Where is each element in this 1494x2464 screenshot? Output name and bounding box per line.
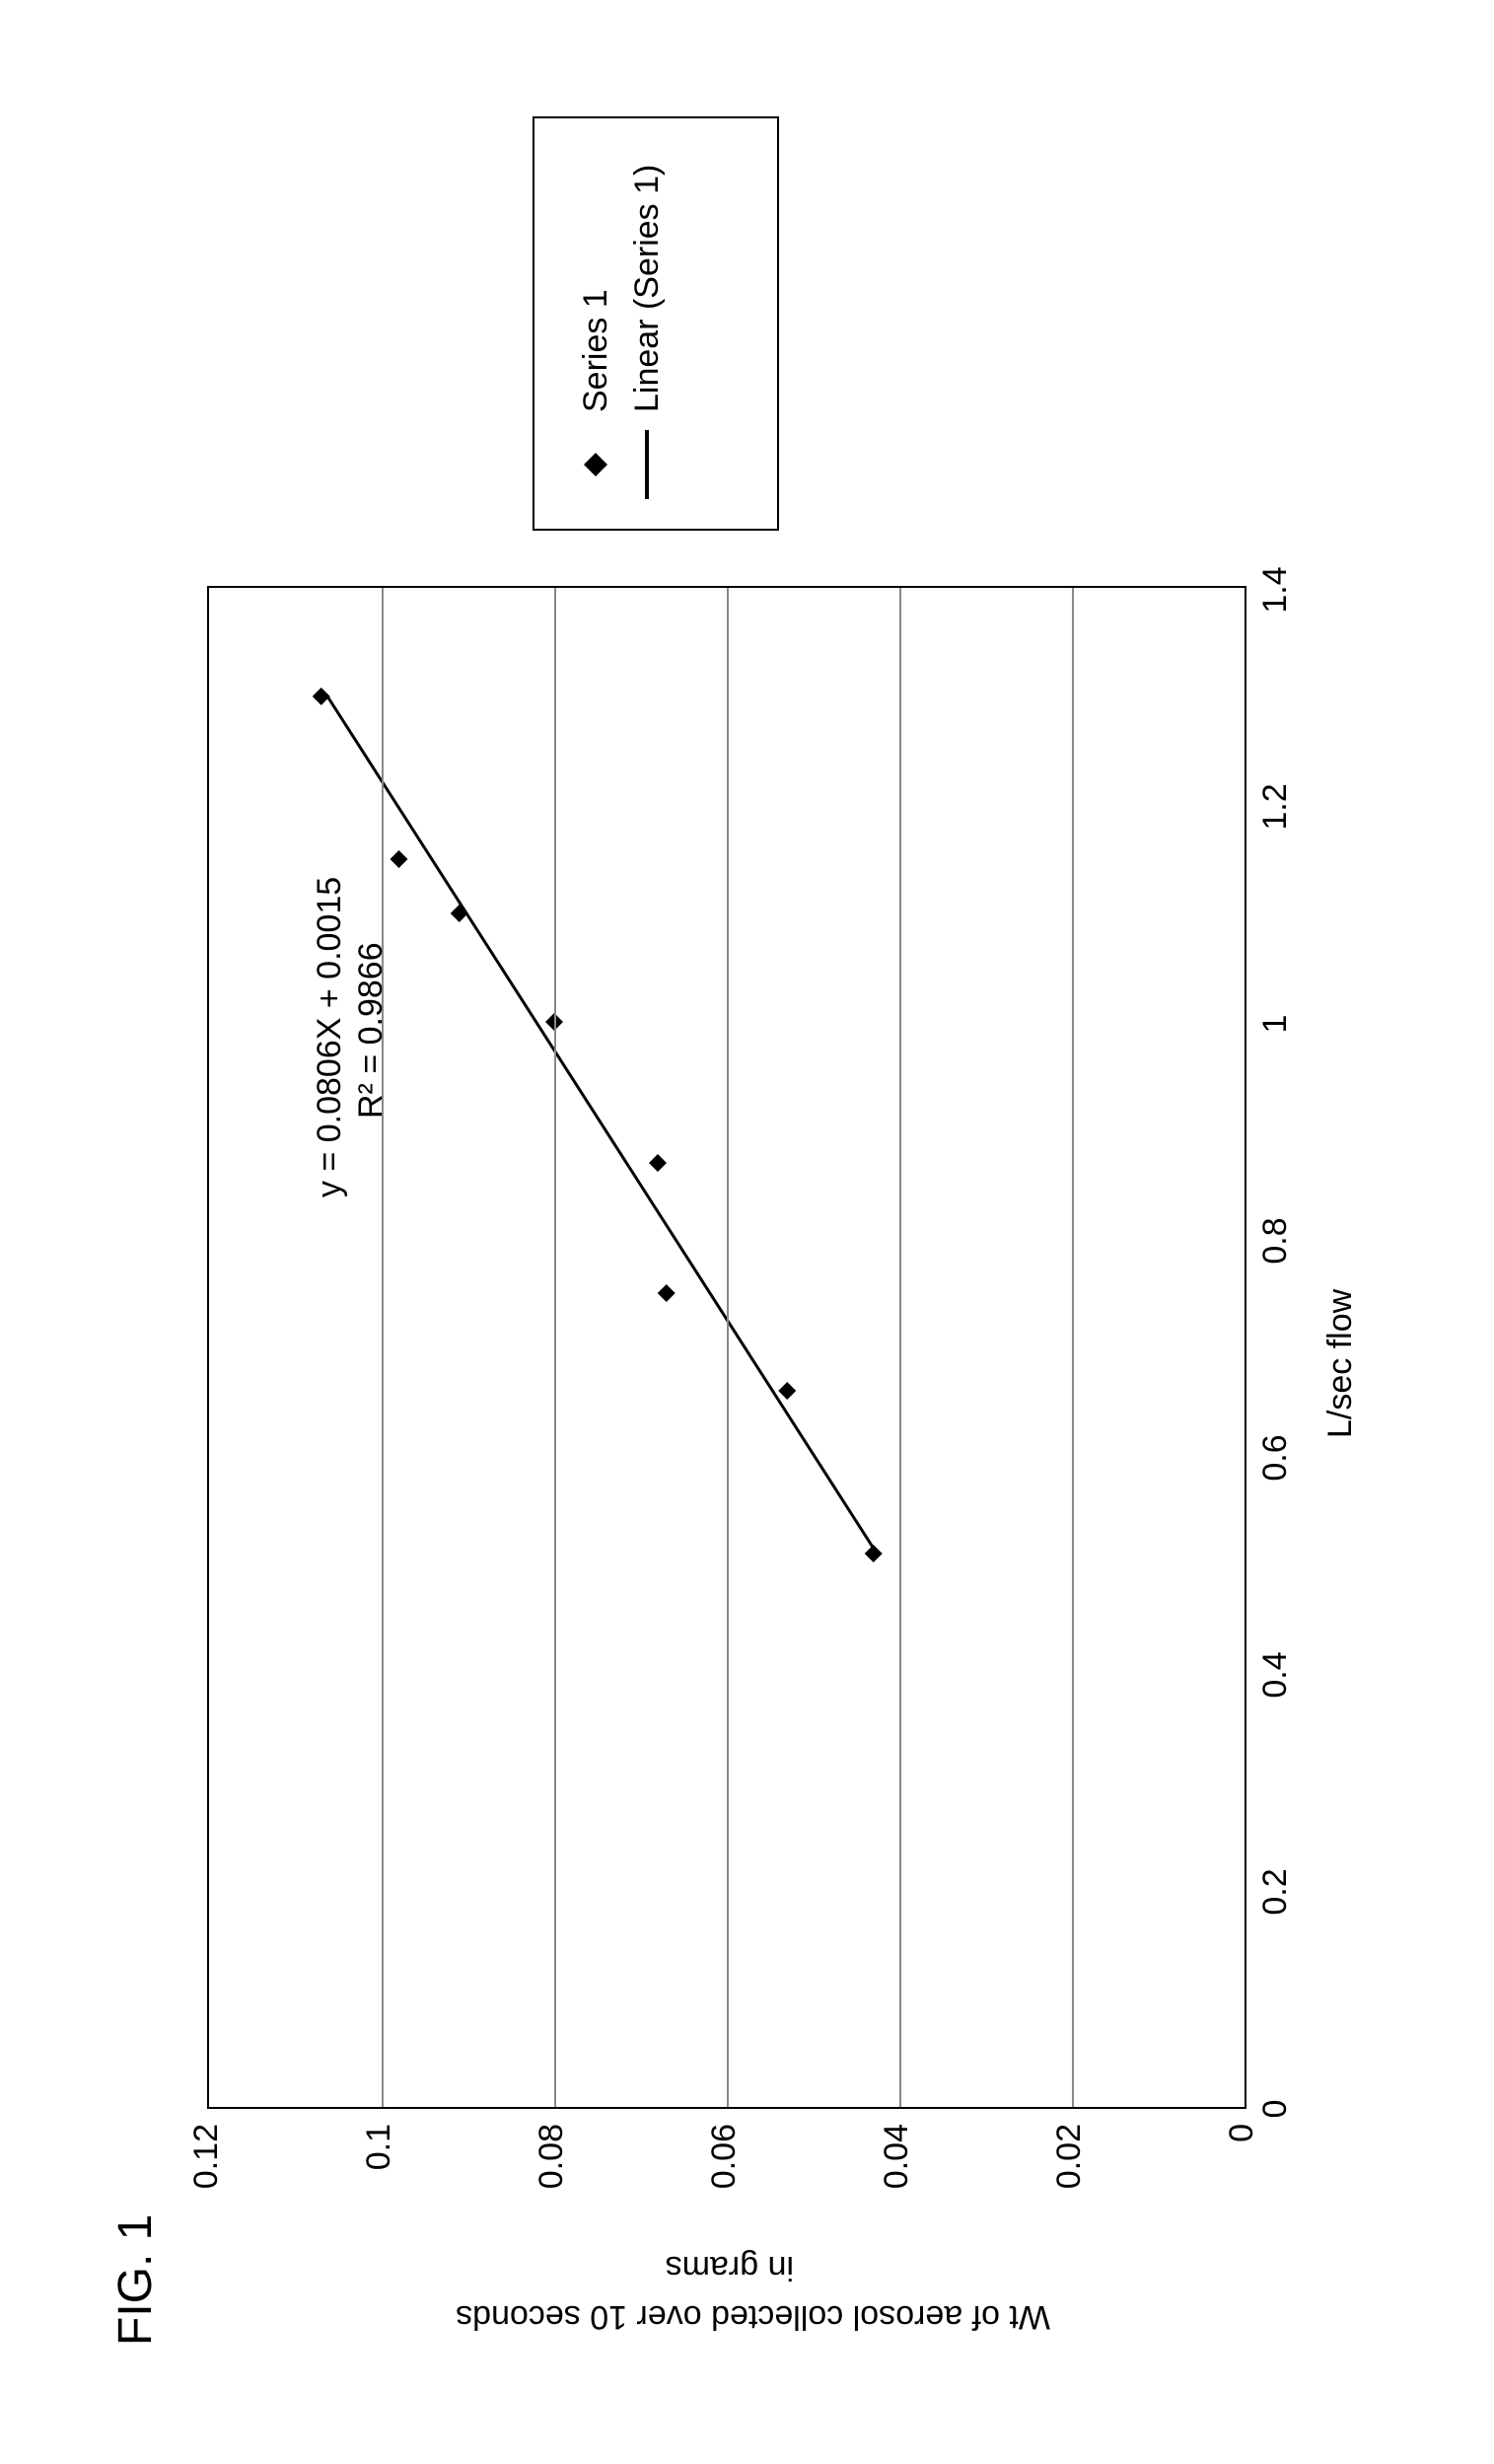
y-axis-label-line1: Wt of aerosol collected over 10 seconds bbox=[456, 2297, 1050, 2336]
y-tick-label: 0.1 bbox=[360, 2124, 398, 2217]
legend-item-series1: Series 1 bbox=[576, 148, 615, 499]
data-point bbox=[658, 1284, 676, 1302]
x-tick-label: 1 bbox=[1256, 994, 1295, 1053]
legend-item-linear: Linear (Series 1) bbox=[627, 148, 667, 499]
y-tick-label: 0.08 bbox=[533, 2124, 571, 2217]
x-tick-label: 0 bbox=[1256, 2079, 1295, 2138]
x-axis-label: L/sec flow bbox=[1321, 1289, 1360, 1438]
data-point bbox=[313, 688, 330, 705]
x-tick-label: 1.2 bbox=[1256, 777, 1295, 836]
x-tick-label: 0.4 bbox=[1256, 1645, 1295, 1704]
gridline bbox=[899, 588, 901, 2107]
legend: Series 1 Linear (Series 1) bbox=[533, 116, 779, 531]
data-point bbox=[451, 905, 468, 922]
trendline bbox=[327, 696, 877, 1554]
legend-item-label: Linear (Series 1) bbox=[628, 165, 667, 412]
trendline-equation: y = 0.0806X + 0.0015 bbox=[311, 877, 349, 1197]
data-point bbox=[778, 1382, 796, 1400]
rotated-canvas: FIG. 1 Wt of aerosol collected over 10 s… bbox=[0, 0, 1494, 2464]
legend-item-label: Series 1 bbox=[577, 289, 615, 412]
gridline bbox=[727, 588, 729, 2107]
y-tick-label: 0.12 bbox=[187, 2124, 226, 2217]
y-tick-label: 0.06 bbox=[705, 2124, 744, 2217]
chart-plot-area bbox=[207, 586, 1246, 2109]
x-tick-label: 0.2 bbox=[1256, 1862, 1295, 1921]
data-point bbox=[391, 850, 408, 868]
x-tick-label: 0.8 bbox=[1256, 1211, 1295, 1270]
diamond-icon bbox=[576, 430, 615, 499]
x-tick-label: 1.4 bbox=[1256, 560, 1295, 619]
data-point bbox=[865, 1545, 883, 1562]
page: FIG. 1 Wt of aerosol collected over 10 s… bbox=[0, 0, 1494, 2464]
x-tick-label: 0.6 bbox=[1256, 1428, 1295, 1487]
trendline-r2: R² = 0.9866 bbox=[352, 942, 391, 1119]
y-axis-label-line2: in grams bbox=[666, 2248, 794, 2286]
gridline bbox=[554, 588, 556, 2107]
line-icon bbox=[627, 430, 667, 499]
y-tick-label: 0.02 bbox=[1050, 2124, 1089, 2217]
gridline bbox=[382, 588, 384, 2107]
data-point bbox=[649, 1154, 667, 1172]
gridline bbox=[1072, 588, 1074, 2107]
y-tick-label: 0.04 bbox=[878, 2124, 916, 2217]
figure-title: FIG. 1 bbox=[108, 2214, 163, 2346]
